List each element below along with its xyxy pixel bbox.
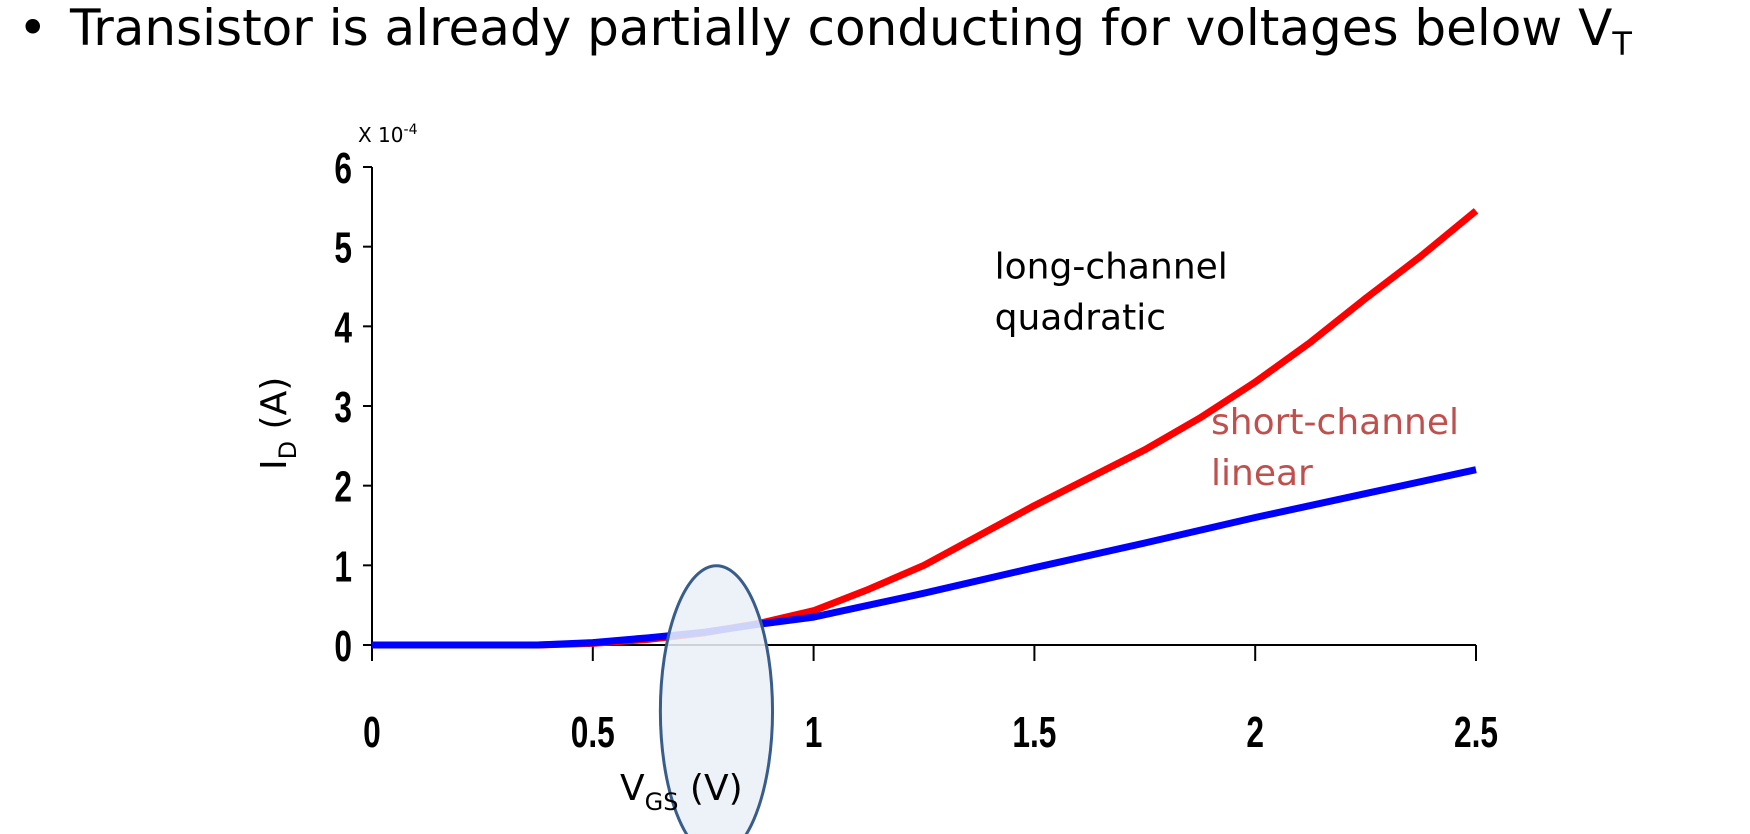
x-tick-label: 2 xyxy=(1246,708,1264,757)
x-tick-label: 2.5 xyxy=(1454,708,1498,757)
annotation-short-channel: linear xyxy=(1211,453,1313,494)
y-multiplier-exponent: -4 xyxy=(404,122,418,138)
chart-series xyxy=(372,208,1479,649)
bullet-marker: • xyxy=(18,0,48,57)
y-tick-label: 4 xyxy=(334,303,352,352)
y-tick-label: 1 xyxy=(334,542,352,591)
y-multiplier: X 10-4 xyxy=(358,122,418,147)
bullet-point: • Transistor is already partially conduct… xyxy=(18,0,1632,60)
x-axis-label-main: V xyxy=(620,768,645,809)
x-tick-label: 0.5 xyxy=(571,708,615,757)
x-tick-label: 1.5 xyxy=(1012,708,1056,757)
y-tick-label: 6 xyxy=(334,144,352,193)
y-tick-label: 0 xyxy=(334,622,352,671)
x-tick-label: 1 xyxy=(805,708,823,757)
bullet-subscript: T xyxy=(1612,25,1632,63)
x-axis-label: VGS (V) xyxy=(620,768,743,816)
y-tick-label: 3 xyxy=(334,383,352,432)
y-axis-label: ID (A) xyxy=(254,377,302,470)
y-tick-label: 2 xyxy=(334,463,352,512)
x-tick-label: 0 xyxy=(363,708,381,757)
y-axis-label-sub: D xyxy=(274,441,302,459)
annotation-long-channel: long-channel xyxy=(995,247,1228,288)
annotation-long-channel: quadratic xyxy=(995,298,1166,339)
highlight-ellipse xyxy=(658,564,775,834)
bullet-text: Transistor is already partially conducti… xyxy=(70,0,1613,57)
x-axis-label-sub: GS xyxy=(645,788,679,816)
x-axis-label-unit: (V) xyxy=(678,768,742,809)
chart-labels: 0 1 2 3 4 5 6 0 0.5 1 1.5 2 2.5 X 10-4 ID (A) VGS (V) lo… xyxy=(254,122,1498,816)
y-axis-label-main: I xyxy=(254,459,295,470)
blue-curve xyxy=(372,466,1477,649)
annotation-short-channel: short-channel xyxy=(1211,402,1459,443)
y-tick-label: 5 xyxy=(334,224,352,273)
chart-highlight xyxy=(658,564,775,834)
y-axis-label-unit: (A) xyxy=(254,377,295,441)
